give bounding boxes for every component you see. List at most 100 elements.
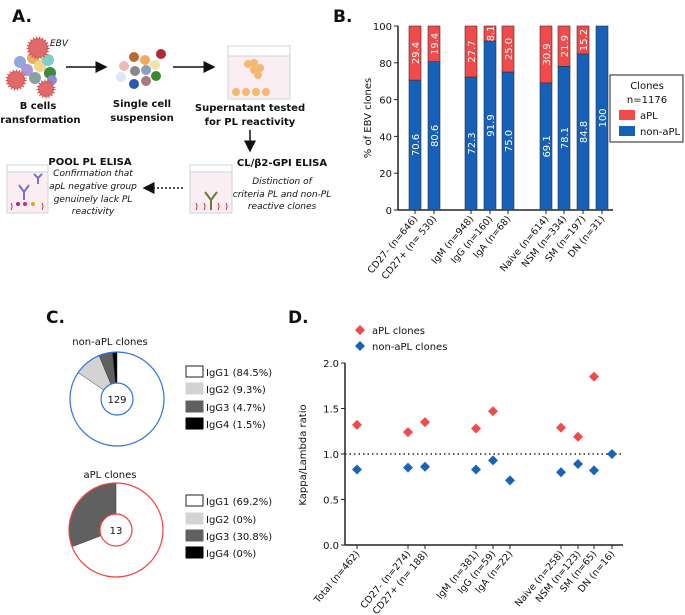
point-apl [573,431,583,442]
data-label-apl: 25.0 [504,38,515,60]
legend-swatch-igg4 [185,546,204,559]
legend-label-apl: aPL clones [372,326,425,337]
point-apl [403,427,413,438]
legend-label-igg1: IgG1 (69.2%) [206,497,272,508]
donut-charts: non-aPL clones 129 IgG1 (84.5%) IgG2 (9.3%)… [68,337,272,578]
panel-label-a: A. [12,7,32,27]
step4-title: CL/β2-GPI ELISA [237,158,327,169]
data-label-non-apl: 69.1 [542,135,553,157]
donut-center-label: 129 [107,395,126,406]
step4-desc-line2: criteria PL and non-PL [233,190,332,200]
y-tick-label: 80 [379,59,392,70]
legend-swatch-igg2 [185,382,204,395]
data-label-apl: 8.1 [486,25,497,41]
legend-marker-apl [355,325,365,335]
y-tick-label: 0 [386,206,392,217]
donut-hole [99,513,133,547]
legend-swatch-igg4 [185,417,204,430]
point-apl [352,419,362,430]
bar-apl [427,25,441,62]
donut-outer-ring [68,482,164,578]
data-label-non-apl: 75.0 [504,130,515,152]
y-tick-label: 100 [373,22,392,33]
y-tick-label: 1.5 [323,405,339,416]
legend-subtitle: n=1176 [627,95,667,106]
point-apl [471,423,481,434]
step3-label-line2: for PL reactivity [205,117,296,128]
legend-swatch-non-apl [619,126,635,136]
data-label-non-apl: 91.9 [486,114,497,136]
legend-label-igg1: IgG1 (84.5%) [206,368,272,379]
panel-label-b: B. [333,7,352,27]
point-non-apl [505,475,515,486]
panel-label-c: C. [46,308,65,328]
y-tick-label: 2.0 [323,359,339,370]
legend-label-non-apl: non-aPL [640,127,681,138]
y-tick-label: 20 [379,169,392,180]
scatter-chart: 0.0 0.5 1.0 1.5 2.0 Kappa/Lambda ratio Total (… [298,325,623,615]
legend-swatch-igg1 [185,365,204,378]
donut-outer-ring [69,351,165,447]
point-non-apl [573,459,583,470]
single-cells-illustration [116,49,166,89]
panel-label-d: D. [288,308,309,328]
donut-title-non-apl: non-aPL clones [72,337,147,348]
legend-title: Clones [630,81,664,92]
donut-center-label: 13 [110,526,123,537]
legend-label-igg4: IgG4 (1.5%) [206,420,266,431]
step4-desc-line3: reactive clones [248,202,317,212]
data-label-apl: 27.7 [467,40,478,62]
point-non-apl [607,449,617,459]
point-apl [420,417,430,428]
data-label-apl: 15.2 [579,29,590,51]
y-tick-label: 1.0 [323,450,339,461]
point-non-apl [420,461,430,472]
legend-swatch-igg2 [185,512,204,525]
legend-swatch-igg1 [185,494,204,507]
y-tick-label: 0.5 [323,496,339,507]
point-non-apl [403,462,413,473]
step5-desc-line3: genuinely lack PL [54,195,133,205]
y-tick-label: 60 [379,96,392,107]
step2-label-line1: Single cell [113,99,171,110]
y-tick-label: 0.0 [323,541,339,552]
legend-label-igg4: IgG4 (0%) [206,549,256,560]
step5-title: POOL PL ELISA [48,157,131,168]
bar-apl [557,25,571,67]
pool-elisa-well-illustration [6,164,49,214]
legend-label-non-apl: non-aPL clones [372,342,447,353]
data-label-non-apl: 72.3 [467,132,478,154]
step4-desc-line1: Distinction of [252,177,313,187]
point-apl [488,406,498,417]
point-non-apl [488,455,498,466]
elisa-well-illustration [189,164,233,214]
data-label-apl: 29.4 [411,42,422,64]
data-label-non-apl: 100 [598,108,609,127]
point-non-apl [556,467,566,478]
bar-apl [539,25,553,84]
donut-title-apl: aPL clones [83,470,136,481]
point-non-apl [471,464,481,475]
data-label-apl: 30.9 [542,43,553,65]
point-apl [556,422,566,433]
donut-hole [100,382,134,416]
y-axis-label: Kappa/Lambda ratio [298,404,309,505]
y-axis-label: % of EBV clones [363,78,374,158]
step2-label-line2: suspension [110,113,173,124]
step1-label-line1: B cells [20,101,57,112]
data-label-non-apl: 70.6 [411,134,422,156]
legend-label-igg3: IgG3 (4.7%) [206,403,266,414]
step5-desc-line1: Confirmation that [53,169,133,179]
x-tick-label: Total (n=462) [312,549,363,606]
data-label-non-apl: 80.6 [430,125,441,147]
legend-swatch-igg3 [185,529,204,542]
schematic-panel: EBV B cells transformation Single cell s… [0,36,332,217]
culture-well-illustration [227,45,291,100]
legend-label-igg2: IgG2 (9.3%) [206,385,266,396]
data-label-non-apl: 78.1 [560,127,571,149]
point-non-apl [352,464,362,475]
legend-swatch-apl [619,110,635,120]
bar-apl [408,25,422,81]
